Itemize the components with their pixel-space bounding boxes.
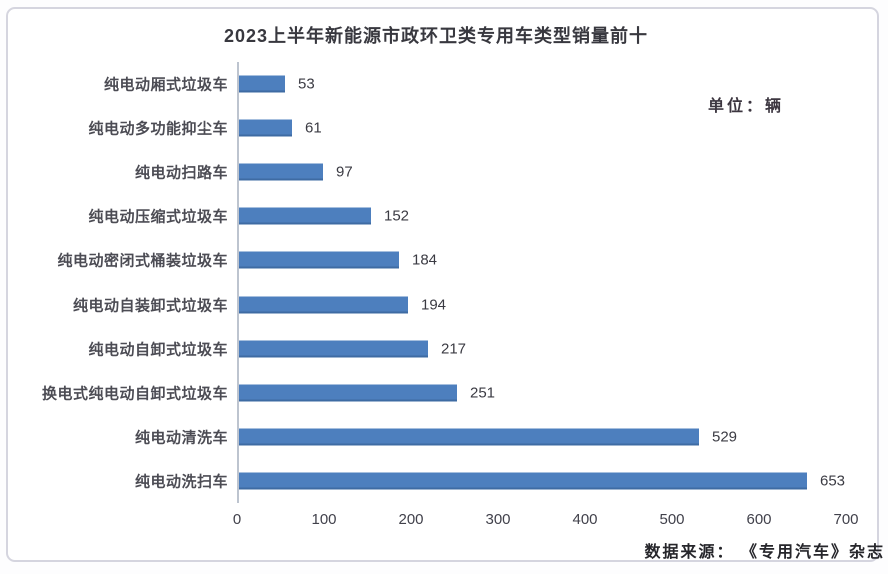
chart-card [6,7,879,562]
data-source-label: 数据来源： 《专用汽车》杂志 [644,544,885,561]
category-label: 纯电动洗扫车 [134,473,228,491]
bar-row: 纯电动厢式垃圾车 53 [0,62,888,106]
x-axis-tick-label: 200 [398,511,424,528]
category-label: 纯电动自卸式垃圾车 [88,341,228,359]
bar [239,251,399,269]
bar-value-label: 529 [712,428,738,446]
bar [239,340,428,358]
bar-value-label: 251 [470,384,496,402]
unit-label: 单位：辆 [708,98,785,115]
bar-row: 纯电动自装卸式垃圾车 194 [0,283,888,327]
x-axis-tick-label: 300 [485,511,511,528]
category-label: 纯电动压缩式垃圾车 [88,208,228,226]
bar [239,296,408,313]
bar-row: 纯电动自卸式垃圾车 217 [0,327,888,371]
bar [239,163,323,181]
x-axis-tick-label: 400 [572,511,598,528]
bar-row: 纯电动密闭式桶装垃圾车 184 [0,238,888,282]
category-label: 纯电动清洗车 [134,429,228,447]
category-label: 纯电动自装卸式垃圾车 [72,297,228,314]
bar-row: 纯电动多功能抑尘车 61 [0,106,888,150]
bar-value-label: 152 [384,207,410,225]
x-axis-tick-label: 700 [833,511,859,528]
x-axis-tick-label: 0 [232,511,242,528]
bar [239,472,807,490]
y-axis-line [237,62,239,503]
bar [239,384,457,402]
x-axis-tick-label: 100 [311,511,337,528]
bar-row: 换电式纯电动自卸式垃圾车 251 [0,371,888,415]
bar-value-label: 53 [298,75,315,93]
category-label: 纯电动扫路车 [134,164,228,182]
bar [239,119,292,137]
bar-value-label: 194 [421,296,447,313]
category-label: 纯电动多功能抑尘车 [88,120,228,138]
bar [239,207,371,225]
bar-value-label: 61 [305,119,322,137]
bar-value-label: 97 [336,163,353,181]
bar-row: 纯电动扫路车 97 [0,150,888,194]
bar [239,428,699,446]
bar-row: 纯电动清洗车 529 [0,415,888,459]
category-label: 纯电动厢式垃圾车 [103,76,228,94]
bar [239,75,285,93]
bar-value-label: 184 [412,251,438,269]
category-label: 纯电动密闭式桶装垃圾车 [57,252,228,270]
bar-value-label: 653 [820,472,846,490]
bar-value-label: 217 [441,340,467,358]
bar-row: 纯电动压缩式垃圾车 152 [0,194,888,238]
category-label: 换电式纯电动自卸式垃圾车 [41,385,228,403]
bar-row: 纯电动洗扫车 653 [0,459,888,503]
x-axis-tick-label: 500 [659,511,685,528]
chart-title: 2023上半年新能源市政环卫类专用车类型销量前十 [223,26,649,46]
x-axis-tick-label: 600 [746,511,772,528]
